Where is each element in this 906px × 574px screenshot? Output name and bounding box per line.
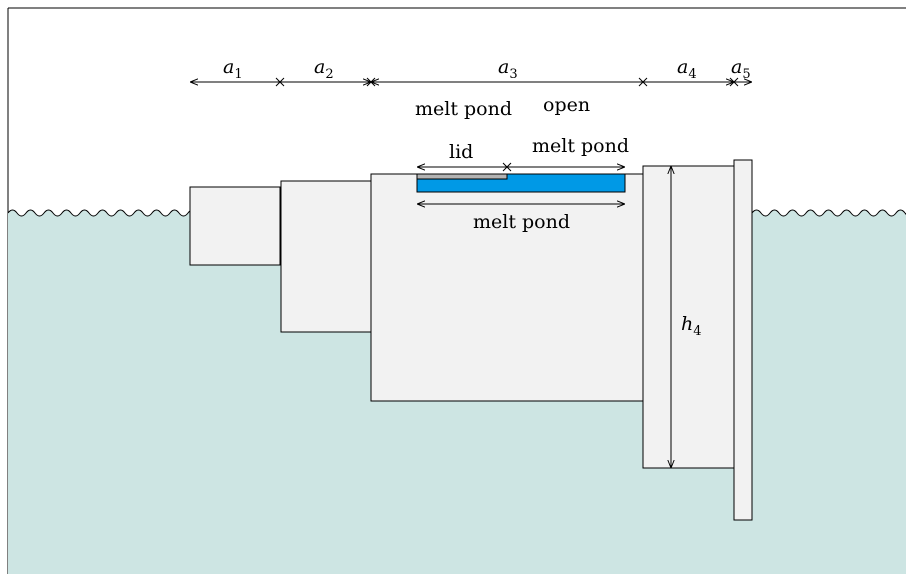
- lid-label: lid: [449, 141, 473, 163]
- ice-floe-4: [642, 165, 735, 469]
- width-tick-3: [638, 77, 648, 87]
- width-label-a2: a2: [314, 56, 334, 82]
- width-tick-4: [729, 77, 739, 87]
- height-label-h4: h4: [681, 313, 702, 339]
- ice-floe-3: [370, 173, 644, 402]
- width-dimension-line: [190, 77, 752, 87]
- width-label-a3: a3: [498, 56, 518, 82]
- width-label-a1: a1: [223, 56, 243, 82]
- open-label: open: [543, 94, 590, 116]
- width-tick-1: [275, 77, 285, 87]
- melt-pond-upper-label: melt pond: [415, 98, 512, 120]
- melt-pond-lower-label: melt pond: [473, 211, 570, 233]
- ice-floe-5: [733, 159, 753, 521]
- width-tick-2: [366, 77, 376, 87]
- width-label-a4: a4: [677, 56, 697, 82]
- width-label-a5: a5: [731, 56, 751, 82]
- melt-pond-open-label: melt pond: [532, 135, 629, 157]
- wave-surface-right: [751, 209, 906, 217]
- ice-floe-2: [280, 180, 372, 333]
- ice-floe-1: [189, 186, 281, 266]
- pond-lid: [416, 173, 508, 180]
- wave-surface-left: [7, 209, 199, 217]
